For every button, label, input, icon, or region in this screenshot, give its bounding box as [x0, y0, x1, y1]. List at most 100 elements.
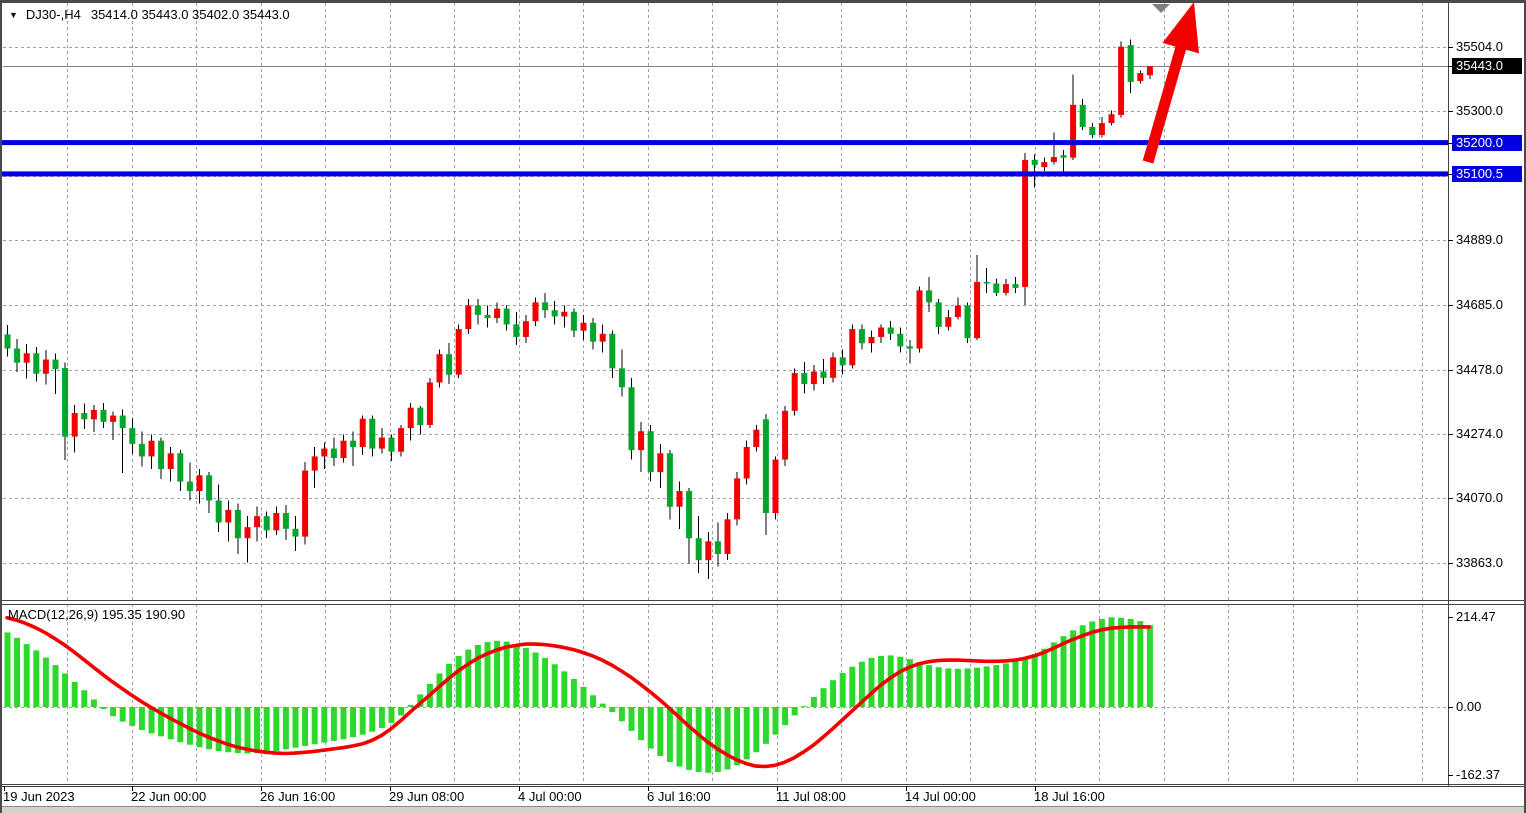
- candle-body: [638, 431, 645, 451]
- candle-body: [52, 359, 59, 370]
- macd-histogram-bar: [714, 707, 721, 772]
- chart-title: ▼ DJ30-,H4 35414.0 35443.0 35402.0 35443…: [9, 7, 290, 22]
- candle-body: [887, 327, 894, 334]
- window-border-left: [0, 0, 2, 813]
- macd-histogram-bar: [1022, 658, 1029, 707]
- candle-body: [954, 305, 961, 318]
- macd-histogram-bar: [762, 707, 769, 744]
- time-axis-label: 26 Jun 16:00: [260, 789, 336, 804]
- candle-body: [398, 428, 405, 452]
- candle-body: [1041, 162, 1048, 168]
- candle-body: [772, 459, 779, 514]
- macd-histogram-bar: [71, 681, 78, 707]
- candle-body: [90, 409, 97, 420]
- candle-body: [1012, 284, 1019, 288]
- macd-histogram-bar: [1098, 618, 1105, 707]
- macd-histogram-bar: [532, 652, 539, 707]
- candle-body: [590, 322, 597, 342]
- candle-body: [282, 513, 289, 529]
- candle-body: [407, 407, 414, 429]
- macd-histogram-bar: [446, 663, 453, 707]
- macd-histogram-bar: [398, 707, 405, 716]
- price-scale[interactable]: 35504.0 35300.0 34889.0 34685.0 34478.0 34274…: [1448, 0, 1526, 786]
- macd-histogram-bar: [350, 707, 357, 738]
- candle-body: [676, 491, 683, 507]
- macd-histogram-bar: [206, 707, 213, 750]
- candle-body: [839, 357, 846, 366]
- macd-histogram-bar: [388, 707, 395, 723]
- macd-histogram-bar: [772, 707, 779, 735]
- candle-body: [273, 513, 280, 531]
- macd-histogram-bar: [119, 707, 126, 722]
- candle-body: [868, 336, 875, 344]
- macd-histogram-bar: [378, 707, 385, 728]
- macd-histogram-bar: [321, 707, 328, 743]
- candle-body: [330, 448, 337, 459]
- current-price-label: 35443.0: [1452, 58, 1522, 74]
- time-scale[interactable]: 19 Jun 2023 22 Jun 00:00 26 Jun 16:00 29 Ju…: [0, 786, 1448, 806]
- symbol-dropdown-icon[interactable]: ▼: [9, 9, 18, 20]
- macd-histogram-bar: [695, 707, 702, 772]
- macd-histogram-bar: [618, 707, 625, 722]
- macd-histogram-bar: [513, 644, 520, 707]
- candle-body: [119, 415, 126, 429]
- candle-body: [359, 418, 366, 447]
- candle-body: [1089, 126, 1096, 136]
- price-axis-label: 33863.0: [1456, 555, 1503, 570]
- macd-histogram-bar: [916, 662, 923, 707]
- macd-histogram-bar: [887, 655, 894, 707]
- macd-histogram-bar: [330, 707, 337, 741]
- candle-body: [1031, 159, 1038, 165]
- candle-body: [657, 453, 664, 473]
- macd-histogram-bar: [1118, 617, 1125, 707]
- candle-body: [724, 519, 731, 554]
- candle-body: [215, 500, 222, 523]
- candle-body: [446, 354, 453, 375]
- price-axis-label: 0.00: [1456, 699, 1482, 714]
- macd-histogram-bar: [369, 707, 376, 732]
- trend-arrow-annotation[interactable]: [1142, 2, 1199, 164]
- macd-histogram-bar: [782, 707, 789, 726]
- candle-body: [791, 373, 798, 411]
- macd-histogram-bar: [801, 706, 808, 708]
- macd-histogram-bar: [580, 686, 587, 707]
- candle-body: [666, 453, 673, 507]
- candle-body: [129, 428, 136, 444]
- candle-body: [417, 407, 424, 425]
- time-axis-label: 29 Jun 08:00: [389, 789, 465, 804]
- macd-histogram-bar: [993, 665, 1000, 707]
- macd-histogram-bar: [647, 707, 654, 749]
- candle-body: [4, 334, 11, 349]
- macd-histogram-bar: [465, 649, 472, 707]
- macd-histogram-bar: [1041, 648, 1048, 707]
- macd-histogram-bar: [1031, 654, 1038, 707]
- symbol-period-label: DJ30-,H4: [25, 7, 81, 22]
- macd-histogram-bar: [676, 707, 683, 767]
- candle-body: [436, 354, 443, 383]
- macd-histogram-bar: [292, 707, 299, 748]
- macd-histogram-bar: [897, 656, 904, 707]
- candle-body: [302, 470, 309, 537]
- macd-indicator-label: MACD(12,26,9) 195.35 190.90: [8, 607, 186, 622]
- macd-histogram-bar: [302, 707, 309, 746]
- macd-histogram-bar: [474, 644, 481, 707]
- macd-histogram-bar: [42, 657, 49, 707]
- candle-body: [513, 324, 520, 337]
- macd-histogram-bar: [62, 673, 69, 707]
- price-axis-label: 35300.0: [1456, 103, 1503, 118]
- macd-histogram-bar: [1012, 661, 1019, 707]
- support-level-line[interactable]: [2, 171, 1448, 177]
- candle-body: [42, 359, 49, 374]
- candle-body: [762, 419, 769, 514]
- macd-histogram-bar: [14, 637, 21, 707]
- macd-histogram-bar: [868, 657, 875, 707]
- macd-histogram-bar: [734, 707, 741, 766]
- candle-body: [580, 322, 587, 331]
- macd-histogram-bar: [503, 641, 510, 707]
- scroll-marker-icon[interactable]: [1152, 4, 1170, 13]
- support-level-line[interactable]: [2, 140, 1448, 146]
- candle-body: [503, 308, 510, 325]
- candle-body: [801, 373, 808, 385]
